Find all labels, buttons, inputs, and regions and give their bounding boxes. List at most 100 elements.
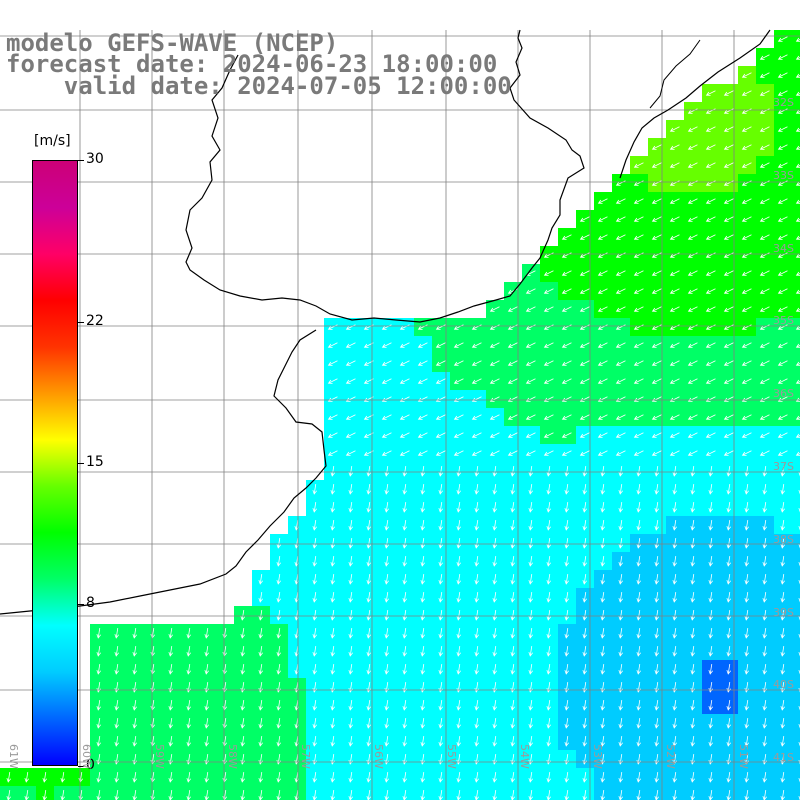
wind-arrow bbox=[600, 717, 605, 729]
wind-arrow bbox=[777, 180, 788, 186]
wind-arrow bbox=[471, 414, 482, 420]
wind-arrow bbox=[420, 735, 425, 747]
wind-arrow bbox=[132, 717, 137, 729]
wind-arrow bbox=[381, 342, 392, 348]
wind-arrow bbox=[795, 343, 800, 348]
wind-arrow bbox=[777, 90, 788, 96]
wind-arrow bbox=[762, 465, 767, 477]
latitude-label: 40S bbox=[773, 678, 794, 692]
wind-arrow bbox=[204, 627, 209, 639]
wind-arrow bbox=[276, 537, 281, 549]
wind-arrow bbox=[687, 270, 698, 276]
wind-arrow bbox=[579, 432, 590, 438]
wind-arrow bbox=[420, 519, 425, 531]
wind-arrow bbox=[708, 663, 713, 675]
wind-arrow bbox=[759, 360, 770, 366]
latitude-label: 39S bbox=[773, 605, 794, 619]
colorbar-tick-mark bbox=[78, 766, 84, 767]
wind-speed-cell bbox=[792, 696, 800, 714]
wind-arrow bbox=[348, 555, 353, 567]
wind-arrow bbox=[402, 555, 407, 567]
wind-arrow bbox=[777, 36, 788, 42]
wind-arrow bbox=[438, 771, 443, 783]
wind-arrow bbox=[726, 537, 731, 549]
wind-arrow bbox=[330, 591, 335, 603]
wind-arrow bbox=[723, 450, 734, 456]
wind-arrow bbox=[762, 555, 767, 567]
wind-arrow bbox=[507, 396, 518, 402]
wind-arrow bbox=[762, 519, 767, 531]
wind-arrow bbox=[312, 519, 317, 531]
wind-arrow bbox=[312, 771, 317, 783]
wind-arrow bbox=[381, 378, 392, 384]
wind-arrow bbox=[474, 717, 479, 729]
wind-arrow bbox=[708, 717, 713, 729]
wind-arrow bbox=[795, 289, 800, 294]
wind-arrow bbox=[186, 735, 191, 747]
wind-arrow bbox=[384, 699, 389, 711]
wind-arrow bbox=[636, 465, 641, 477]
wind-arrow bbox=[327, 342, 338, 348]
wind-arrow bbox=[402, 483, 407, 495]
wind-arrow bbox=[474, 771, 479, 783]
wind-arrow bbox=[456, 465, 461, 477]
wind-arrow bbox=[492, 663, 497, 675]
wind-arrow bbox=[420, 591, 425, 603]
wind-arrow bbox=[582, 537, 587, 549]
wind-arrow bbox=[795, 451, 800, 456]
wind-arrow bbox=[258, 645, 263, 657]
wind-arrow bbox=[384, 663, 389, 675]
wind-arrow bbox=[525, 288, 536, 294]
wind-arrow bbox=[312, 645, 317, 657]
wind-arrow bbox=[795, 127, 800, 132]
wind-arrow bbox=[417, 378, 428, 384]
wind-arrow bbox=[402, 735, 407, 747]
wind-arrow bbox=[543, 396, 554, 402]
longitude-label: 58W bbox=[226, 744, 239, 769]
wind-arrow bbox=[777, 270, 788, 276]
wind-arrow bbox=[327, 378, 338, 384]
wind-arrow bbox=[759, 306, 770, 312]
wind-arrow bbox=[726, 555, 731, 567]
wind-arrow bbox=[669, 234, 680, 240]
wind-arrow bbox=[759, 270, 770, 276]
wind-arrow bbox=[636, 771, 641, 783]
longitude-label: 54W bbox=[518, 744, 531, 769]
wind-arrow bbox=[759, 180, 770, 186]
wind-arrow bbox=[438, 555, 443, 567]
wind-arrow bbox=[435, 396, 446, 402]
wind-arrow bbox=[543, 342, 554, 348]
wind-arrow bbox=[528, 663, 533, 675]
wind-arrow bbox=[456, 483, 461, 495]
wind-arrow bbox=[597, 324, 608, 330]
wind-arrow bbox=[690, 663, 695, 675]
wind-arrow bbox=[705, 198, 716, 204]
wind-arrow bbox=[546, 573, 551, 585]
wind-arrow bbox=[636, 519, 641, 531]
wind-arrow bbox=[546, 591, 551, 603]
wind-arrow bbox=[741, 252, 752, 258]
wind-arrow bbox=[510, 717, 515, 729]
longitude-label: 60W bbox=[80, 744, 93, 769]
wind-arrow bbox=[726, 501, 731, 513]
wind-arrow bbox=[564, 483, 569, 495]
wind-arrow bbox=[633, 432, 644, 438]
wind-arrow bbox=[492, 717, 497, 729]
wind-arrow bbox=[456, 717, 461, 729]
wind-arrow bbox=[705, 396, 716, 402]
wind-arrow bbox=[492, 501, 497, 513]
wind-arrow bbox=[435, 432, 446, 438]
wind-arrow bbox=[348, 501, 353, 513]
wind-arrow bbox=[741, 216, 752, 222]
wind-arrow bbox=[723, 90, 734, 96]
wind-arrow bbox=[543, 288, 554, 294]
wind-arrow bbox=[435, 360, 446, 366]
wind-arrow bbox=[633, 306, 644, 312]
wind-arrow bbox=[327, 432, 338, 438]
wind-arrow bbox=[525, 378, 536, 384]
wind-arrow bbox=[615, 288, 626, 294]
wind-arrow bbox=[744, 627, 749, 639]
wind-arrow bbox=[687, 162, 698, 168]
wind-arrow bbox=[456, 735, 461, 747]
wind-arrow bbox=[636, 663, 641, 675]
